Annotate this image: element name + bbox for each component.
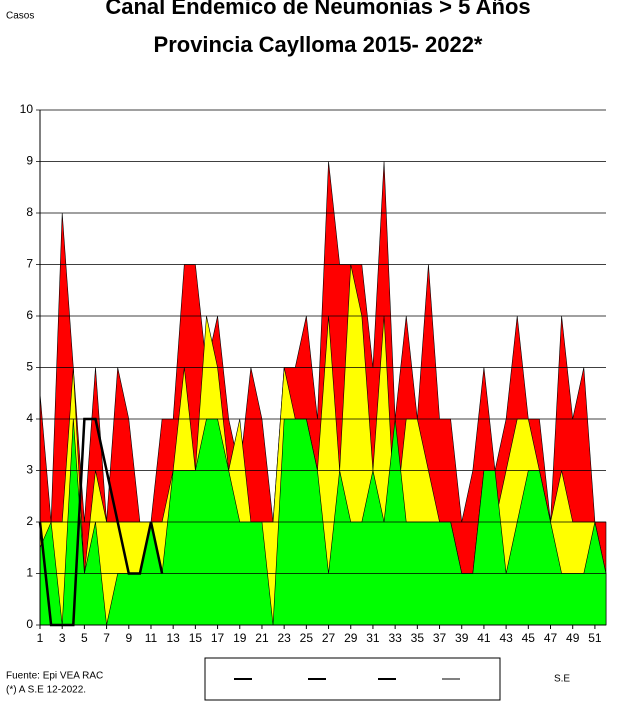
- x-tick-label: 5: [81, 631, 88, 645]
- chart-subtitle: Provincia Caylloma 2015- 2022*: [154, 32, 483, 57]
- y-tick-label: 8: [26, 205, 33, 219]
- note: (*) A S.E 12-2022.: [6, 685, 86, 696]
- x-tick-label: 9: [125, 631, 132, 645]
- x-tick-label: 27: [322, 631, 336, 645]
- x-tick-label: 33: [388, 631, 402, 645]
- y-tick-label: 4: [26, 411, 33, 425]
- x-tick-label: 35: [411, 631, 425, 645]
- x-tick-label: 17: [211, 631, 225, 645]
- plot-area: [38, 161, 607, 627]
- x-tick-label: 41: [477, 631, 491, 645]
- chart-title: Canal Endemico de Neumonias > 5 Años: [105, 0, 530, 19]
- x-tick-label: 45: [522, 631, 536, 645]
- y-tick-label: 3: [26, 463, 33, 477]
- x-tick-label: 49: [566, 631, 580, 645]
- x-tick-label: 29: [344, 631, 358, 645]
- y-tick-label: 7: [26, 257, 33, 271]
- y-tick-label: 1: [26, 566, 33, 580]
- y-tick-label: 0: [26, 617, 33, 631]
- y-tick-label: 6: [26, 308, 33, 322]
- x-tick-label: 47: [544, 631, 558, 645]
- x-tick-label: 13: [166, 631, 180, 645]
- x-axis-label: S.E: [554, 674, 570, 685]
- x-tick-label: 23: [277, 631, 291, 645]
- source: Fuente: Epi VEA RAC: [6, 671, 103, 682]
- x-tick-label: 39: [455, 631, 469, 645]
- x-tick-label: 11: [145, 631, 158, 645]
- x-tick-label: 37: [433, 631, 447, 645]
- x-tick-label: 31: [366, 631, 380, 645]
- x-tick-label: 7: [103, 631, 110, 645]
- y-tick-label: 9: [26, 154, 33, 168]
- y-tick-label: 2: [26, 514, 33, 528]
- legend: [204, 657, 501, 701]
- x-tick-label: 1: [37, 631, 44, 645]
- x-tick-label: 15: [189, 631, 203, 645]
- y-tick-label: 10: [20, 102, 34, 116]
- x-tick-label: 51: [588, 631, 602, 645]
- x-tick-label: 19: [233, 631, 247, 645]
- x-tick-label: 3: [59, 631, 66, 645]
- y-axis-label: Casos: [6, 11, 34, 22]
- x-tick-label: 25: [300, 631, 314, 645]
- x-tick-label: 43: [499, 631, 513, 645]
- y-tick-label: 5: [26, 360, 33, 374]
- x-tick-label: 21: [255, 631, 269, 645]
